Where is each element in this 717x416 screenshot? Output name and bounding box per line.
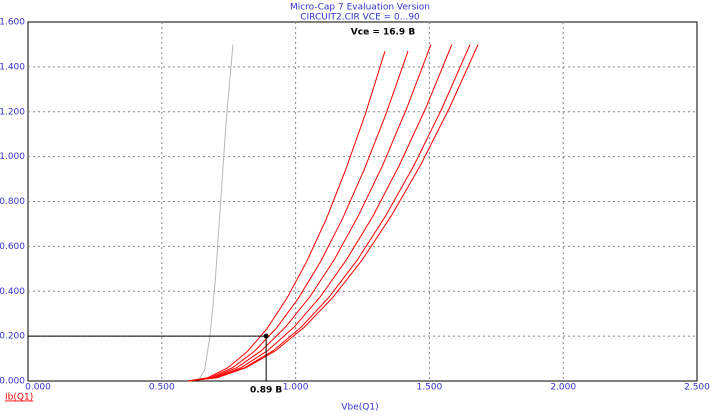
y-tick-label: 1.200 [0, 107, 25, 117]
x-tick-label: 0.500 [149, 383, 175, 393]
chart-title: Micro-Cap 7 Evaluation Version [290, 3, 430, 13]
annotation: Vce = 16.9 B [351, 28, 416, 38]
series-line [188, 44, 453, 382]
series-line [188, 44, 234, 382]
x-tick-label: 1.500 [417, 383, 443, 393]
y-axis-label: Ib(Q1) [5, 393, 33, 403]
y-tick-label: 1.000 [0, 152, 25, 162]
y-tick-label: 0.800 [0, 197, 25, 207]
y-tick-label: 0.200 [0, 332, 25, 342]
series-line [188, 44, 479, 382]
series-line [188, 51, 409, 382]
x-tick-label: 2.000 [550, 383, 576, 393]
cursor-label: 0.89 B [250, 386, 282, 396]
y-tick-label: 0.400 [0, 287, 25, 297]
chart-subtitle: CIRCUIT2.CIR VCE = 0...90 [300, 13, 420, 23]
x-tick-label: 2.500 [684, 383, 710, 393]
y-tick-label: 1.600 [0, 18, 25, 28]
x-tick-label: 0.000 [25, 383, 51, 393]
x-axis-label: Vbe(Q1) [341, 403, 378, 413]
cursor-point [263, 333, 269, 339]
y-tick-label: 1.400 [0, 62, 25, 72]
y-tick-label: 0.000 [0, 377, 25, 387]
series-line [188, 44, 432, 382]
y-tick-label: 0.600 [0, 242, 25, 252]
x-tick-label: 1.000 [283, 383, 309, 393]
series-line [188, 51, 386, 382]
